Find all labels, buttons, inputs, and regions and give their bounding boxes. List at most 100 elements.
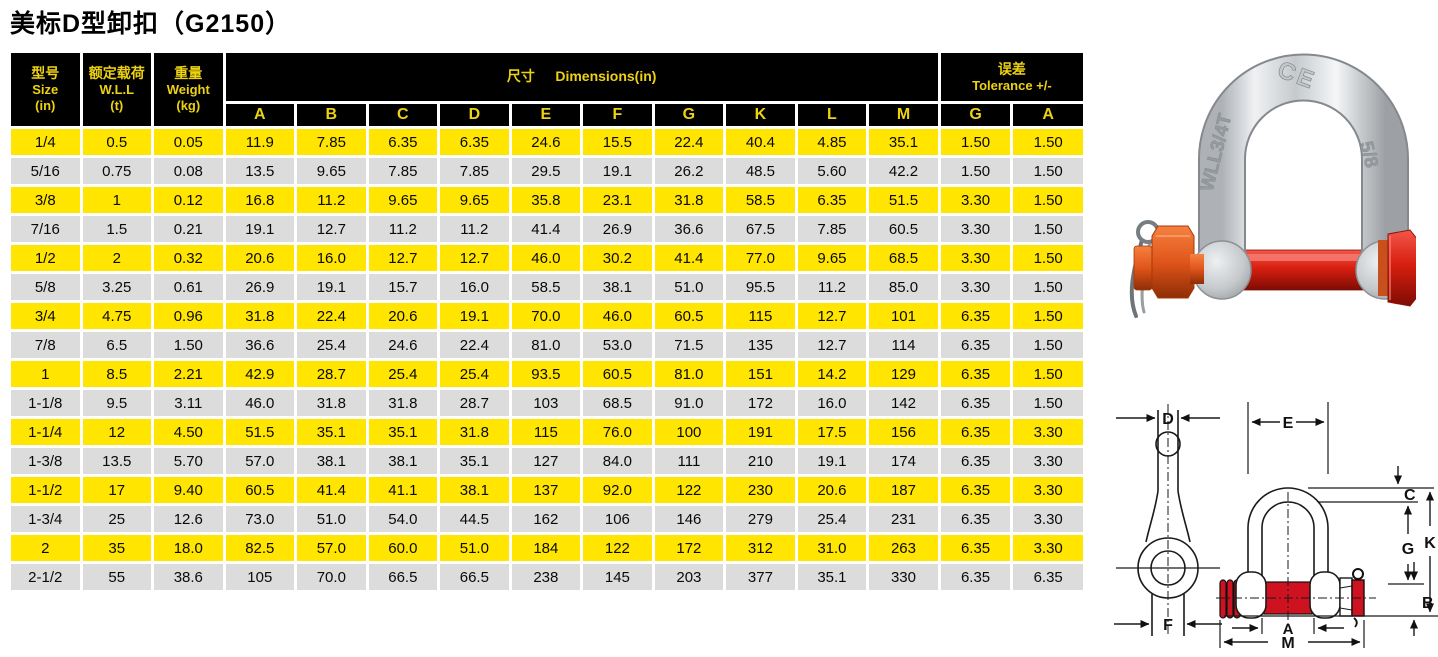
- table-cell: 48.5: [726, 158, 795, 184]
- table-cell: 2: [11, 535, 80, 561]
- table-cell: 6.35: [940, 477, 1011, 503]
- table-cell: 1.5: [82, 216, 152, 242]
- table-cell: 35: [82, 535, 152, 561]
- table-cell: 111: [654, 448, 724, 474]
- table-cell: 9.65: [368, 187, 438, 213]
- dim-label-G: G: [1402, 541, 1414, 558]
- table-cell: 1.50: [1013, 216, 1083, 242]
- table-cell: 6.35: [940, 303, 1011, 329]
- table-cell: 279: [726, 506, 795, 532]
- table-cell: 0.21: [154, 216, 223, 242]
- table-cell: 67.5: [726, 216, 795, 242]
- spec-table: 型号 Size (in) 额定载荷 W.L.L (t) 重量 Weight (k…: [8, 50, 1086, 593]
- table-cell: 14.2: [797, 361, 867, 387]
- table-cell: 6.35: [368, 129, 438, 155]
- table-cell: 17: [82, 477, 152, 503]
- table-cell: 11.2: [297, 187, 366, 213]
- dim-label-E: E: [1283, 415, 1294, 432]
- table-cell: 210: [726, 448, 795, 474]
- table-cell: 3.25: [82, 274, 152, 300]
- table-cell: 19.1: [225, 216, 295, 242]
- table-cell: 66.5: [440, 564, 509, 590]
- table-cell: 38.1: [368, 448, 438, 474]
- table-cell: 20.6: [225, 245, 295, 271]
- table-cell: 137: [511, 477, 581, 503]
- table-cell: 142: [869, 390, 938, 416]
- table-row: 1/4 0.5 0.05 11.9 7.85 6.35 6.35 24.6 15.5 22.4 40…: [11, 129, 1083, 155]
- table-cell: 6.35: [797, 187, 867, 213]
- table-cell: 28.7: [297, 361, 366, 387]
- table-cell: 4.50: [154, 419, 223, 445]
- table-cell: 35.1: [297, 419, 366, 445]
- table-cell: 187: [869, 477, 938, 503]
- table-row: 3/4 4.75 0.96 31.8 22.4 20.6 19.1 70.0 46.0 60.5 1…: [11, 303, 1083, 329]
- table-row: 1-1/4 12 4.50 51.5 35.1 35.1 31.8 115 76.0 100 191…: [11, 419, 1083, 445]
- dim-label-B: B: [1422, 595, 1434, 612]
- table-cell: 1.50: [1013, 361, 1083, 387]
- table-cell: 38.1: [297, 448, 366, 474]
- table-cell: 7.85: [297, 129, 366, 155]
- table-cell: 135: [726, 332, 795, 358]
- table-cell: 3.11: [154, 390, 223, 416]
- table-cell: 35.1: [368, 419, 438, 445]
- table-row: 3/8 1 0.12 16.8 11.2 9.65 9.65 35.8 23.1 31.8 58.5…: [11, 187, 1083, 213]
- table-cell: 93.5: [511, 361, 581, 387]
- table-cell: 151: [726, 361, 795, 387]
- table-cell: 1-1/2: [11, 477, 80, 503]
- table-cell: 13.5: [225, 158, 295, 184]
- table-cell: 42.2: [869, 158, 938, 184]
- table-cell: 9.65: [440, 187, 509, 213]
- table-cell: 1-1/4: [11, 419, 80, 445]
- table-cell: 92.0: [583, 477, 652, 503]
- table-cell: 184: [511, 535, 581, 561]
- table-cell: 23.1: [583, 187, 652, 213]
- table-cell: 26.9: [225, 274, 295, 300]
- table-cell: 174: [869, 448, 938, 474]
- table-row: 2 35 18.0 82.5 57.0 60.0 51.0 184 122 172 312 31.0 2…: [11, 535, 1083, 561]
- table-cell: 230: [726, 477, 795, 503]
- table-cell: 330: [869, 564, 938, 590]
- table-cell: 3/4: [11, 303, 80, 329]
- table-cell: 263: [869, 535, 938, 561]
- table-cell: 5/8: [11, 274, 80, 300]
- table-cell: 41.4: [654, 245, 724, 271]
- table-cell: 19.1: [583, 158, 652, 184]
- table-cell: 6.5: [82, 332, 152, 358]
- table-cell: 2.21: [154, 361, 223, 387]
- table-row: 1 8.5 2.21 42.9 28.7 25.4 25.4 93.5 60.5 81.0 151 1…: [11, 361, 1083, 387]
- table-cell: 58.5: [726, 187, 795, 213]
- dim-col-header-g: G: [654, 104, 724, 126]
- table-cell: 7.85: [440, 158, 509, 184]
- table-cell: 9.40: [154, 477, 223, 503]
- table-cell: 25.4: [797, 506, 867, 532]
- table-cell: 1.50: [1013, 187, 1083, 213]
- table-row: 1-3/4 25 12.6 73.0 51.0 54.0 44.5 162 106 146 279 2…: [11, 506, 1083, 532]
- table-cell: 51.5: [225, 419, 295, 445]
- table-cell: 68.5: [869, 245, 938, 271]
- table-cell: 122: [583, 535, 652, 561]
- tol-col-header-g: G: [940, 104, 1011, 126]
- table-cell: 5/16: [11, 158, 80, 184]
- table-cell: 0.08: [154, 158, 223, 184]
- dim-col-header-b: B: [297, 104, 366, 126]
- table-row: 1-3/8 13.5 5.70 57.0 38.1 38.1 35.1 127 84.0 111 2…: [11, 448, 1083, 474]
- table-cell: 31.8: [368, 390, 438, 416]
- table-cell: 0.12: [154, 187, 223, 213]
- table-cell: 3/8: [11, 187, 80, 213]
- table-cell: 122: [654, 477, 724, 503]
- table-cell: 115: [726, 303, 795, 329]
- table-cell: 55: [82, 564, 152, 590]
- table-cell: 1.50: [1013, 129, 1083, 155]
- table-cell: 20.6: [797, 477, 867, 503]
- table-cell: 71.5: [654, 332, 724, 358]
- pin-nut: [1133, 225, 1204, 299]
- table-cell: 191: [726, 419, 795, 445]
- table-cell: 12.7: [440, 245, 509, 271]
- table-cell: 3.30: [1013, 419, 1083, 445]
- table-cell: 26.2: [654, 158, 724, 184]
- table-cell: 16.0: [297, 245, 366, 271]
- table-cell: 16.0: [440, 274, 509, 300]
- dim-col-header-c: C: [368, 104, 438, 126]
- table-cell: 60.5: [225, 477, 295, 503]
- table-cell: 73.0: [225, 506, 295, 532]
